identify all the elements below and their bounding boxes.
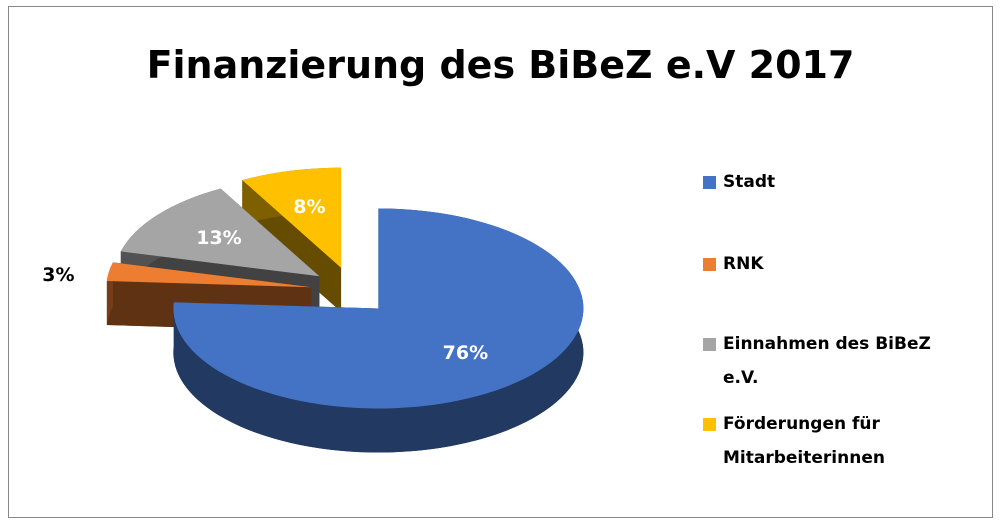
legend-swatch	[703, 258, 716, 271]
legend-label: Einnahmen des BiBeZ e.V.	[723, 334, 931, 388]
legend-entry: Einnahmen des BiBeZ e.V.	[703, 327, 963, 395]
chart: 76% 3% 13% 8% Finanzierung des BiBeZ e.V 20…	[8, 6, 993, 518]
legend-swatch	[703, 338, 716, 351]
slice	[173, 208, 584, 409]
legend-label: Förderungen für Mitarbeiterinnen	[723, 414, 885, 468]
legend-entry: Stadt	[703, 165, 963, 199]
slice	[120, 188, 320, 277]
chart-title: Finanzierung des BiBeZ e.V 2017	[146, 43, 855, 87]
slice	[242, 167, 342, 268]
legend-entry: RNK	[703, 247, 963, 281]
data-label: 8%	[293, 196, 325, 218]
data-label: 3%	[42, 264, 74, 286]
slice	[106, 262, 312, 288]
legend-label: RNK	[723, 254, 764, 274]
data-label: 76%	[443, 342, 488, 364]
legend-label: Stadt	[723, 172, 776, 192]
legend-swatch	[703, 176, 716, 189]
plot: 76% 3% 13% 8%	[42, 167, 584, 453]
legend-swatch	[703, 418, 716, 431]
data-label: 13%	[196, 227, 241, 249]
legend-entry: Förderungen für Mitarbeiterinnen	[703, 407, 963, 475]
